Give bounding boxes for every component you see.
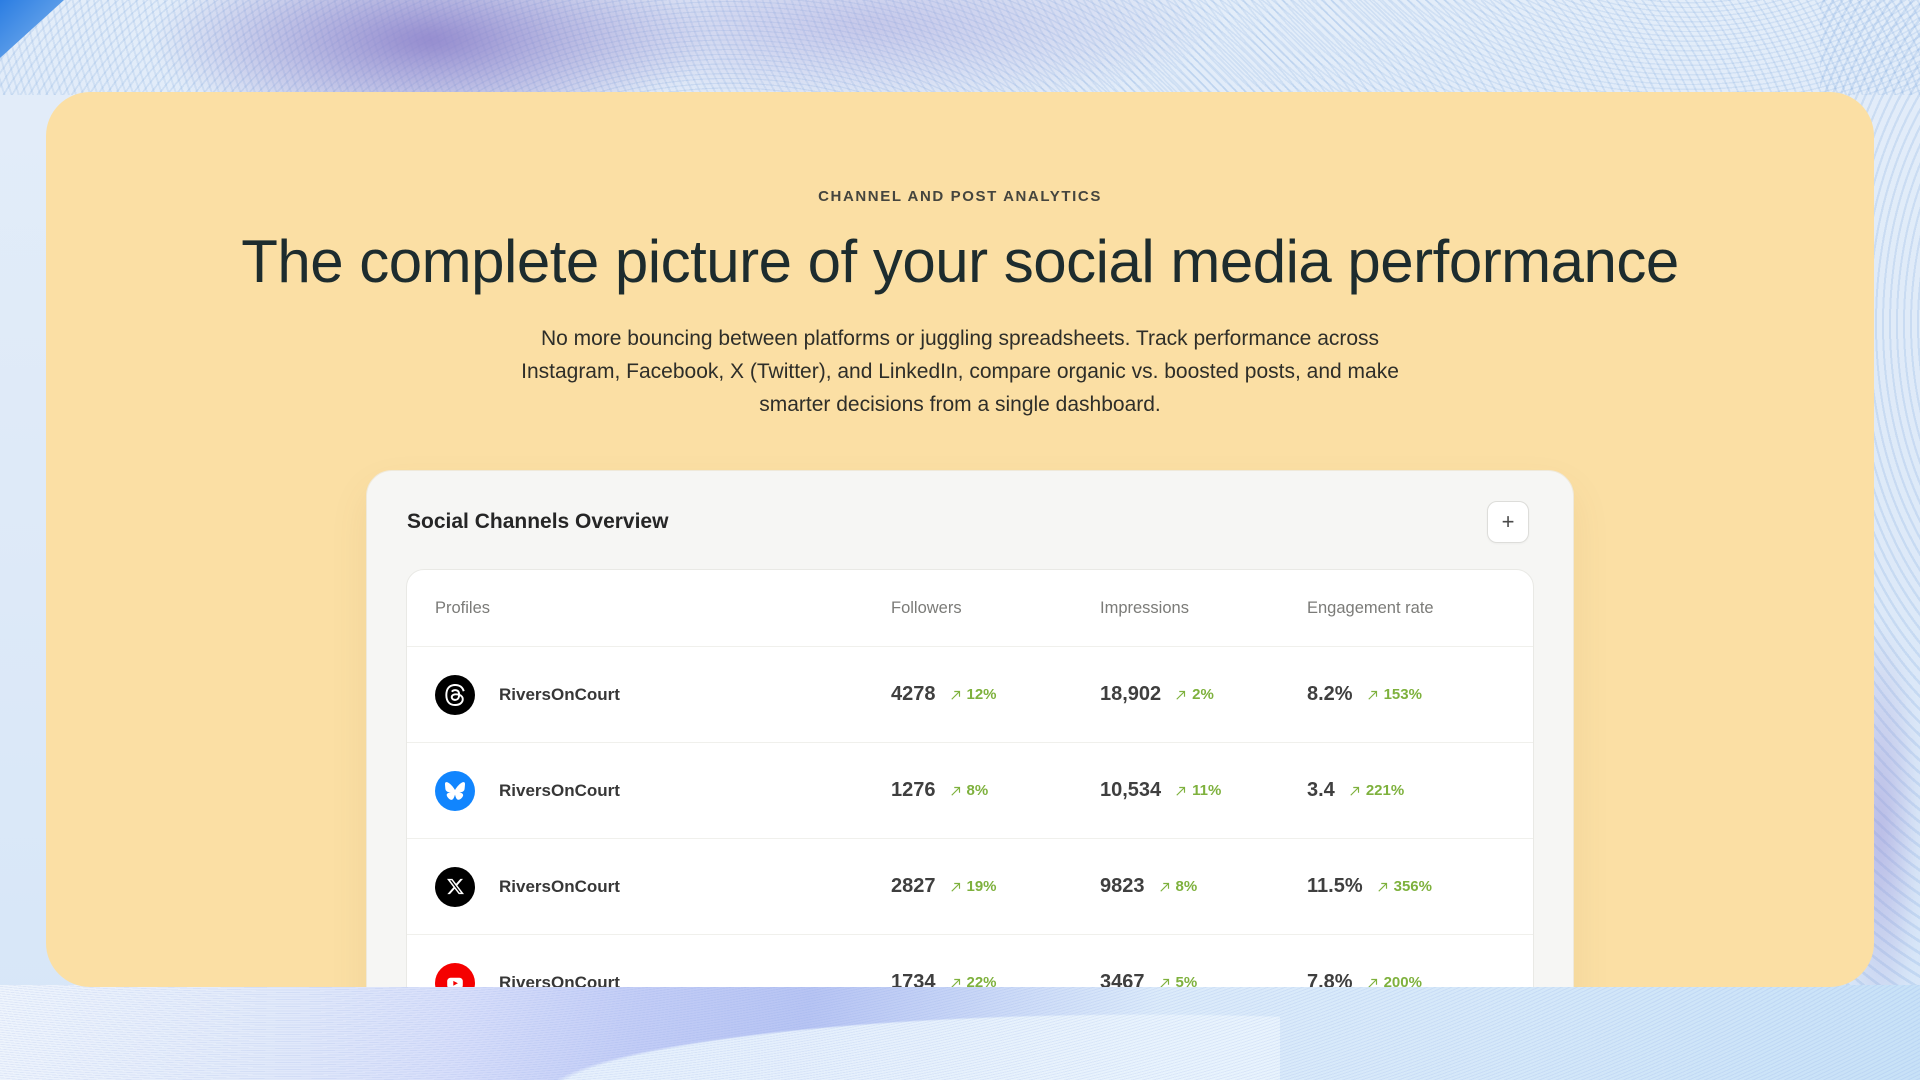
table-row-x-twitter[interactable]: RiversOnCourt 2827 19% 9823 8% 11.5% 356… [407, 838, 1533, 934]
profile-name: RiversOnCourt [499, 684, 620, 704]
trend-up-arrow-icon [1350, 786, 1359, 796]
wave-pattern-top [0, 0, 1920, 95]
column-header-profiles: Profiles [435, 598, 491, 617]
trend-up-arrow-icon [1176, 690, 1186, 700]
section-title: The complete picture of your social medi… [241, 228, 1679, 295]
impressions-metric: 3467 5% [1100, 971, 1307, 987]
profile-cell: RiversOnCourt [435, 770, 891, 811]
bottom-gradient-band [0, 985, 1920, 1080]
column-header-followers: Followers [891, 598, 962, 617]
followers-metric: 1276 8% [891, 779, 989, 801]
blue-corner-shape [0, 0, 64, 58]
profile-cell: RiversOnCourt [435, 674, 891, 715]
trend-up-arrow-icon [1377, 882, 1387, 892]
followers-metric: 1734 22% [891, 971, 1100, 987]
trend-up-arrow-icon [950, 690, 960, 700]
column-header-engagement: Engagement rate [1307, 598, 1434, 617]
add-channel-button[interactable]: + [1487, 501, 1529, 543]
trend-up-arrow-icon [950, 978, 960, 987]
section-eyebrow: CHANNEL AND POST ANALYTICS [818, 188, 1102, 205]
profile-name: RiversOnCourt [499, 972, 620, 988]
trend-up-arrow-icon [1176, 786, 1186, 796]
social-channels-card: Social Channels Overview + Profiles Foll… [366, 470, 1574, 987]
table-row-youtube[interactable]: RiversOnCourt 1734 22% 3467 5% 7.8% 200% [407, 934, 1533, 987]
followers-metric: 4278 12% [891, 683, 997, 705]
table-header-row: Profiles Followers Impressions Engagemen… [407, 570, 1533, 646]
profile-name: RiversOnCourt [499, 780, 620, 800]
profile-cell: RiversOnCourt [435, 962, 891, 988]
analytics-hero-section: CHANNEL AND POST ANALYTICS The complete … [46, 92, 1874, 987]
section-description: No more bouncing between platforms or ju… [521, 327, 1399, 416]
bottom-curve-shape [380, 985, 1280, 1080]
table-row-bluesky[interactable]: RiversOnCourt 1276 8% 10,534 11% 3.4 221… [407, 742, 1533, 838]
profile-cell: RiversOnCourt [435, 866, 891, 907]
table-row-threads[interactable]: RiversOnCourt 4278 12% 18,902 2% 8.2% 15… [407, 646, 1533, 742]
card-header: Social Channels Overview + [367, 471, 1573, 569]
engagement-metric: 7.8% 200% [1307, 971, 1533, 987]
engagement-metric: 3.4 221% [1307, 779, 1405, 801]
column-header-impressions: Impressions [1100, 598, 1189, 617]
wave-pattern-bottom [0, 985, 1920, 1080]
engagement-metric: 8.2% 153% [1307, 683, 1422, 705]
engagement-metric: 11.5% 356% [1307, 875, 1432, 897]
bluesky-icon [435, 770, 475, 811]
table-body: RiversOnCourt 4278 12% 18,902 2% 8.2% 15… [407, 646, 1533, 987]
trend-up-arrow-icon [1367, 978, 1377, 987]
channels-table: Profiles Followers Impressions Engagemen… [406, 569, 1534, 987]
impressions-metric: 10,534 11% [1100, 779, 1222, 801]
trend-up-arrow-icon [950, 786, 960, 796]
trend-up-arrow-icon [1159, 882, 1169, 892]
trend-up-arrow-icon [950, 882, 960, 892]
impressions-metric: 9823 8% [1100, 875, 1198, 897]
trend-up-arrow-icon [1367, 690, 1377, 700]
plus-icon: + [1501, 509, 1515, 534]
profile-name: RiversOnCourt [499, 876, 620, 896]
threads-icon [435, 674, 475, 715]
trend-up-arrow-icon [1159, 978, 1169, 987]
impressions-metric: 18,902 2% [1100, 683, 1214, 705]
x-twitter-icon [435, 866, 475, 907]
card-title: Social Channels Overview [407, 510, 669, 533]
youtube-icon [435, 962, 475, 987]
followers-metric: 2827 19% [891, 875, 997, 897]
